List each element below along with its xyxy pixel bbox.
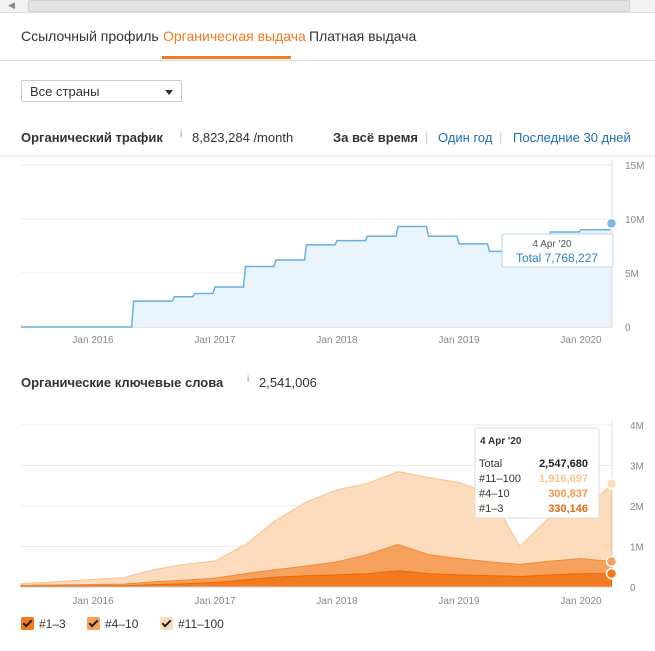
traffic-chart[interactable]: 15M 10M 5M 0 Jan 2016 Jan 2017 Jan 2018 Jan 201… (0, 0, 655, 360)
tooltip-total: Total 7,768,227 (516, 251, 598, 265)
x-tick-label: Jan 2017 (194, 335, 236, 346)
series-1-3-area (20, 570, 612, 588)
legend-checkbox-1-3[interactable] (21, 617, 34, 630)
keywords-title: Органические ключевые слова (21, 375, 224, 390)
country-select-value: Все страны (30, 84, 100, 99)
traffic-point (366, 235, 369, 237)
tooltip-row-label: #1–3 (479, 503, 503, 515)
x-tick-label: Jan 2017 (194, 596, 236, 607)
y-tick-label: 5M (625, 269, 639, 280)
range-separator: | (499, 130, 503, 145)
legend-label-1-3: #1–3 (39, 617, 66, 631)
traffic-marker (605, 217, 618, 230)
legend-checkbox-4-10[interactable] (87, 617, 100, 630)
tooltip-row-value: 2,547,680 (539, 458, 588, 470)
tooltip-row-label: #4–10 (479, 488, 510, 500)
y-tick-label: 4M (630, 421, 644, 432)
horizontal-scrollbar[interactable]: ◀ (0, 0, 655, 13)
tab-bar: Ссылочный профиль Органическая выдача Пл… (0, 12, 655, 61)
chevron-down-icon (165, 90, 173, 95)
range-last-30-days[interactable]: Последние 30 дней (513, 130, 631, 145)
y-tick-label: 0 (625, 323, 631, 334)
legend-label-11-100: #11–100 (178, 617, 224, 631)
traffic-point (458, 243, 460, 245)
tooltip-row-value: 330,146 (548, 503, 588, 515)
traffic-point (244, 265, 247, 268)
tooltip-box (474, 427, 600, 519)
traffic-point (194, 292, 196, 295)
tooltip-row-label: #11–100 (479, 473, 521, 485)
traffic-point (549, 231, 552, 233)
tab-paid-search[interactable]: Платная выдача (309, 28, 417, 44)
traffic-point (427, 235, 430, 237)
x-tick-label: Jan 2016 (72, 596, 114, 607)
range-one-year[interactable]: Один год (438, 130, 493, 145)
x-tick-label: Jan 2018 (316, 335, 358, 346)
legend-label-4-10: #4–10 (105, 617, 139, 631)
traffic-point (173, 296, 175, 298)
y-tick-label: 3M (630, 462, 644, 473)
y-tick-label: 15M (625, 161, 644, 172)
tooltip-row-value: 300,837 (548, 488, 588, 500)
series-11-100-marker (605, 477, 618, 490)
traffic-point (31, 326, 33, 328)
country-select[interactable]: Все страны (21, 80, 182, 102)
tooltip-row-label: Total (479, 458, 502, 470)
x-tick-label: Jan 2019 (438, 596, 480, 607)
tooltip-box (501, 233, 614, 268)
traffic-point (488, 250, 491, 252)
active-tab-indicator (162, 56, 291, 59)
traffic-info-icon[interactable]: i (180, 129, 183, 140)
range-separator: | (425, 130, 429, 145)
traffic-point (133, 300, 135, 302)
tooltip-date: 4 Apr '20 (480, 436, 522, 447)
series-1-3-marker (605, 567, 618, 580)
traffic-point (122, 326, 125, 328)
x-tick-label: Jan 2019 (438, 335, 480, 346)
traffic-point (305, 244, 308, 246)
y-tick-label: 1M (630, 543, 644, 554)
x-tick-label: Jan 2018 (316, 596, 358, 607)
legend-checkbox-11-100[interactable] (160, 617, 173, 630)
tab-backlink-profile[interactable]: Ссылочный профиль (21, 28, 159, 44)
traffic-value: 8,823,284 /month (192, 130, 294, 145)
tab-organic-search[interactable]: Органическая выдача (163, 28, 306, 44)
series-4-10-marker (605, 555, 618, 568)
scroll-left-icon[interactable]: ◀ (8, 0, 15, 10)
traffic-point (275, 259, 277, 261)
tooltip-date: 4 Apr '20 (532, 239, 572, 250)
keywords-info-icon[interactable]: i (247, 374, 250, 385)
traffic-point (214, 286, 216, 288)
scrollbar-thumb[interactable] (28, 0, 630, 12)
traffic-title: Органический трафик (21, 130, 163, 145)
x-tick-label: Jan 2020 (560, 596, 602, 607)
y-tick-label: 2M (630, 502, 644, 513)
keywords-value: 2,541,006 (259, 375, 317, 390)
traffic-point (397, 225, 399, 228)
tooltip-row-value: 1,916,697 (539, 473, 588, 485)
x-tick-label: Jan 2016 (72, 335, 114, 346)
y-tick-label: 0 (630, 583, 636, 594)
x-tick-label: Jan 2020 (560, 335, 602, 346)
traffic-point (336, 240, 338, 242)
series-11-100-area (20, 471, 612, 588)
y-tick-label: 10M (625, 215, 644, 226)
range-all-time[interactable]: За всё время (333, 130, 418, 145)
traffic-point (580, 229, 582, 231)
